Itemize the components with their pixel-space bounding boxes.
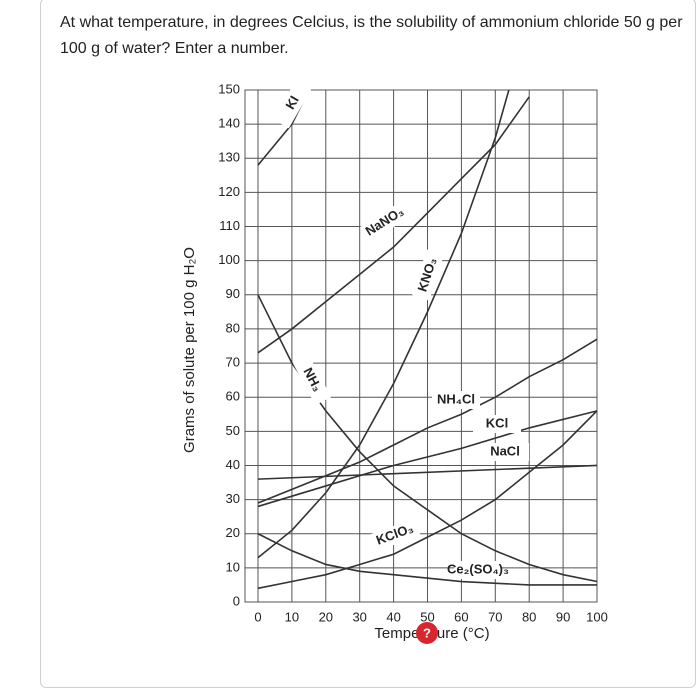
series-line (257, 89, 510, 559)
y-tick-label: 10 (226, 559, 240, 574)
plot-frame (244, 89, 598, 603)
x-tick-label: 20 (319, 609, 333, 624)
y-tick-label: 70 (226, 355, 240, 370)
y-tick-label: 90 (226, 286, 240, 301)
series-label-bg (473, 415, 521, 433)
series-label-bg (369, 518, 421, 552)
series-label-bg (292, 354, 332, 406)
series-line (257, 533, 597, 586)
x-tick-label: 30 (352, 609, 366, 624)
y-tick-label: 130 (218, 150, 240, 165)
series-line (257, 410, 598, 590)
x-tick-label: 0 (254, 609, 261, 624)
series-label: NaCl (490, 443, 520, 458)
series-label-bg (412, 249, 444, 301)
help-icon-circle[interactable] (416, 622, 438, 644)
x-tick-label: 40 (386, 609, 400, 624)
y-tick-label: 0 (233, 593, 240, 608)
x-tick-label: 10 (285, 609, 299, 624)
series-label-bg (454, 561, 502, 579)
series-line (257, 96, 530, 354)
y-tick-label: 120 (218, 184, 240, 199)
series-label-bg (359, 201, 411, 243)
y-tick-label: 20 (226, 525, 240, 540)
series-label: KI (282, 93, 301, 112)
y-tick-label: 30 (226, 491, 240, 506)
help-icon[interactable]: ? (416, 622, 438, 644)
help-icon-glyph[interactable]: ? (423, 625, 431, 640)
y-tick-label: 150 (218, 81, 240, 96)
x-tick-label: 100 (586, 609, 608, 624)
series-label: NH₄Cl (437, 391, 475, 406)
x-tick-label: 70 (488, 609, 502, 624)
question-text: At what temperature, in degrees Celcius,… (60, 14, 683, 57)
series-line (257, 338, 598, 504)
x-tick-label: 50 (420, 609, 434, 624)
y-tick-label: 50 (226, 423, 240, 438)
y-tick-label: 60 (226, 389, 240, 404)
series-line (257, 410, 598, 508)
series-label-bg (273, 77, 313, 129)
y-tick-label: 80 (226, 320, 240, 335)
y-tick-label: 40 (226, 457, 240, 472)
x-tick-label: 80 (522, 609, 536, 624)
x-tick-label: 60 (454, 609, 468, 624)
x-tick-label: 90 (556, 609, 570, 624)
y-tick-label: 140 (218, 116, 240, 131)
series-label: KCl (486, 415, 508, 430)
card (40, 0, 696, 688)
series-label-bg (481, 443, 529, 461)
y-tick-label: 110 (219, 218, 240, 233)
y-axis-label: Grams of solute per 100 g H₂O (181, 247, 198, 453)
series-line (257, 464, 598, 480)
series-label-bg (432, 391, 480, 409)
y-tick-label: 100 (218, 252, 240, 267)
series-label: Ce₂(SO₄)₃ (447, 561, 509, 576)
